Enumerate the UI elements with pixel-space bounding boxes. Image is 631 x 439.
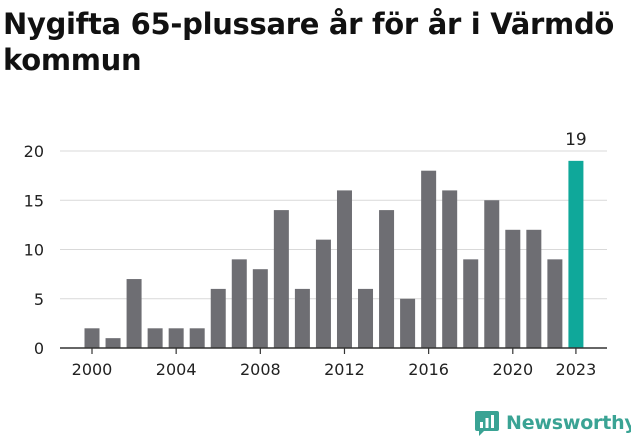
- data-label-2023: 19: [565, 130, 587, 150]
- bar-2004: [168, 328, 184, 348]
- brand-logo: Newsworthy: [475, 407, 631, 439]
- bar-2018: [463, 259, 479, 348]
- bar-2008: [252, 269, 268, 348]
- bar-2012: [336, 190, 352, 348]
- bar-2014: [379, 210, 395, 348]
- chart-title: Nygifta 65-plussare år för år i Värmdö k…: [3, 7, 615, 77]
- bar-2021: [526, 229, 542, 348]
- x-tick-label-2020: 2020: [492, 360, 533, 379]
- brand-name: Newsworthy: [506, 412, 631, 434]
- x-tick-label-2004: 2004: [156, 360, 197, 379]
- x-tick-label-2023: 2023: [556, 360, 597, 379]
- bar-2016: [421, 170, 437, 348]
- x-tick-label-2008: 2008: [240, 360, 281, 379]
- gridlines: [60, 150, 607, 300]
- bar-2010: [294, 288, 310, 348]
- bar-2003: [147, 328, 163, 348]
- y-tick-label-5: 5: [34, 290, 44, 309]
- bar-2019: [484, 200, 500, 348]
- bar-2007: [231, 259, 247, 348]
- bar-2020: [505, 229, 521, 348]
- x-axis: 2000 2004 2008 2012 2016 2020 2023: [60, 347, 607, 379]
- y-tick-label-10: 10: [24, 241, 44, 260]
- bar-2000: [84, 328, 100, 348]
- x-tick-label-2016: 2016: [408, 360, 449, 379]
- bar-2002: [126, 279, 142, 348]
- y-tick-label-20: 20: [24, 142, 44, 161]
- data-labels: 19: [565, 130, 587, 150]
- newsworthy-logo-icon: [475, 411, 499, 436]
- x-tick-label-2000: 2000: [72, 360, 113, 379]
- y-tick-label-15: 15: [24, 191, 44, 210]
- bar-2001: [105, 338, 121, 348]
- bar-chart: 0 5 10 15 20 2000 2004 2008 2012 2016 2020 2023 19: [24, 130, 607, 379]
- bar-2022: [547, 259, 563, 348]
- bar-2015: [400, 298, 416, 348]
- bar-2006: [210, 288, 226, 348]
- bar-2023: [568, 160, 584, 348]
- bar-2013: [358, 288, 374, 348]
- bar-2005: [189, 328, 205, 348]
- bars: [84, 160, 584, 348]
- bar-2011: [315, 239, 331, 348]
- bar-2017: [442, 190, 458, 348]
- x-tick-label-2012: 2012: [324, 360, 365, 379]
- bar-2009: [273, 210, 289, 348]
- y-tick-label-0: 0: [34, 339, 44, 358]
- y-axis-ticks: 0 5 10 15 20: [24, 142, 44, 358]
